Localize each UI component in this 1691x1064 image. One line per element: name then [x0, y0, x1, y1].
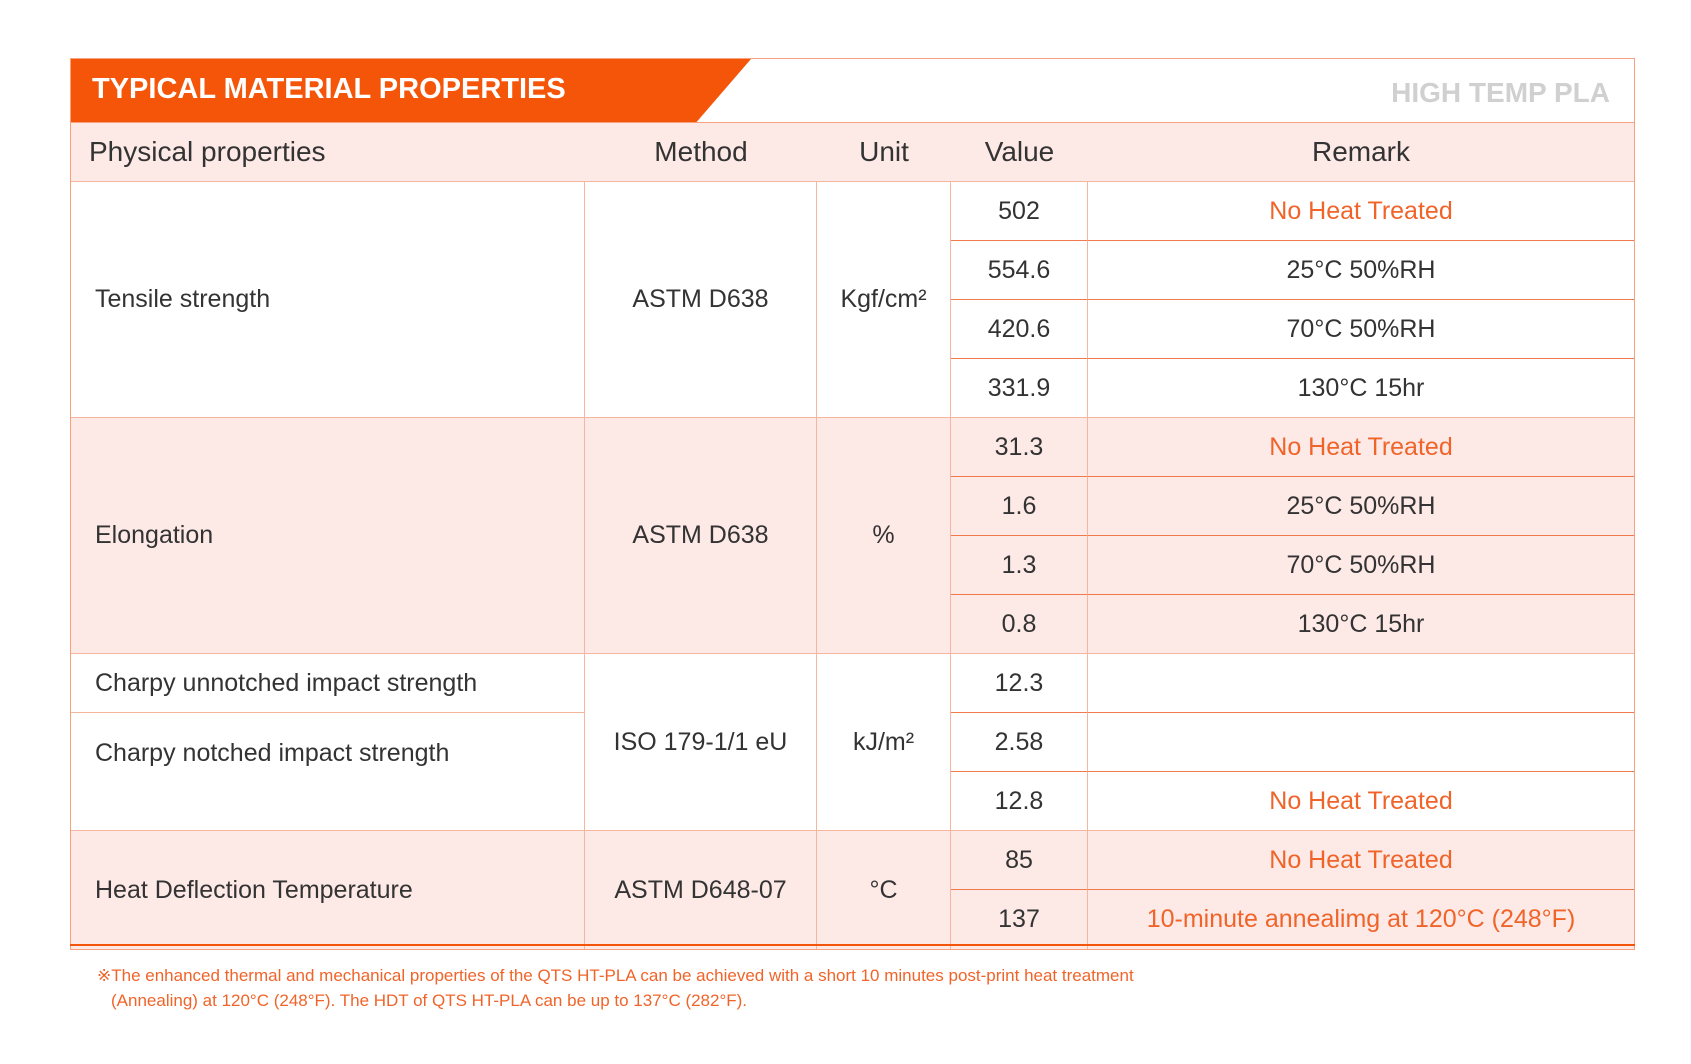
value-cell: 85 [951, 831, 1088, 890]
table-title: TYPICAL MATERIAL PROPERTIES [92, 73, 566, 105]
table-bottom-rule [70, 944, 1635, 946]
remark-cell: No Heat Treated [1088, 418, 1634, 477]
remark-cell: 130°C 15hr [1088, 359, 1634, 418]
title-band [71, 59, 751, 122]
property-tensile: Tensile strength [71, 182, 585, 418]
header-value: Value [951, 123, 1088, 182]
unit-hdt: °C [817, 831, 951, 949]
remark-cell [1088, 713, 1634, 772]
remark-cell: No Heat Treated [1088, 182, 1634, 241]
value-cell: 554.6 [951, 241, 1088, 300]
remark-cell: 25°C 50%RH [1088, 477, 1634, 536]
value-cell: 2.58 [951, 713, 1088, 772]
unit-elongation: % [817, 418, 951, 654]
value-cell: 420.6 [951, 300, 1088, 359]
value-cell: 12.8 [951, 772, 1088, 831]
footnote: ※The enhanced thermal and mechanical pro… [97, 963, 1134, 1013]
property-charpy-unnotched: Charpy unnotched impact strength [71, 654, 585, 713]
value-cell: 331.9 [951, 359, 1088, 418]
footnote-line: (Annealing) at 120°C (248°F). The HDT of… [111, 991, 748, 1010]
header-remark: Remark [1088, 123, 1634, 182]
method-hdt: ASTM D648-07 [585, 831, 817, 949]
value-cell: 0.8 [951, 595, 1088, 654]
remark-cell: No Heat Treated [1088, 831, 1634, 890]
value-cell: 1.3 [951, 536, 1088, 595]
property-hdt: Heat Deflection Temperature [71, 831, 585, 949]
remark-cell: 130°C 15hr [1088, 595, 1634, 654]
header-method: Method [585, 123, 817, 182]
property-charpy-notched: Charpy notched impact strength [71, 713, 585, 831]
value-cell: 12.3 [951, 654, 1088, 713]
value-cell: 31.3 [951, 418, 1088, 477]
method-charpy: ISO 179-1/1 eU [585, 654, 817, 831]
unit-charpy: kJ/m² [817, 654, 951, 831]
remark-cell: 70°C 50%RH [1088, 300, 1634, 359]
header-unit: Unit [817, 123, 951, 182]
table-grid: Physical properties Method Unit Value Re… [71, 123, 1634, 949]
footnote-line: ※The enhanced thermal and mechanical pro… [97, 966, 1134, 985]
value-cell: 502 [951, 182, 1088, 241]
properties-table: TYPICAL MATERIAL PROPERTIES HIGH TEMP PL… [70, 58, 1635, 950]
header-property: Physical properties [71, 123, 585, 182]
product-name: HIGH TEMP PLA [1391, 77, 1610, 108]
property-elongation: Elongation [71, 418, 585, 654]
method-tensile: ASTM D638 [585, 182, 817, 418]
remark-cell: 70°C 50%RH [1088, 536, 1634, 595]
value-cell: 1.6 [951, 477, 1088, 536]
remark-cell: 10-minute annealimg at 120°C (248°F) [1088, 890, 1634, 949]
method-elongation: ASTM D638 [585, 418, 817, 654]
remark-cell: 25°C 50%RH [1088, 241, 1634, 300]
unit-tensile: Kgf/cm² [817, 182, 951, 418]
title-bar: TYPICAL MATERIAL PROPERTIES HIGH TEMP PL… [71, 59, 1634, 123]
value-cell: 137 [951, 890, 1088, 949]
remark-cell: No Heat Treated [1088, 772, 1634, 831]
remark-cell [1088, 654, 1634, 713]
